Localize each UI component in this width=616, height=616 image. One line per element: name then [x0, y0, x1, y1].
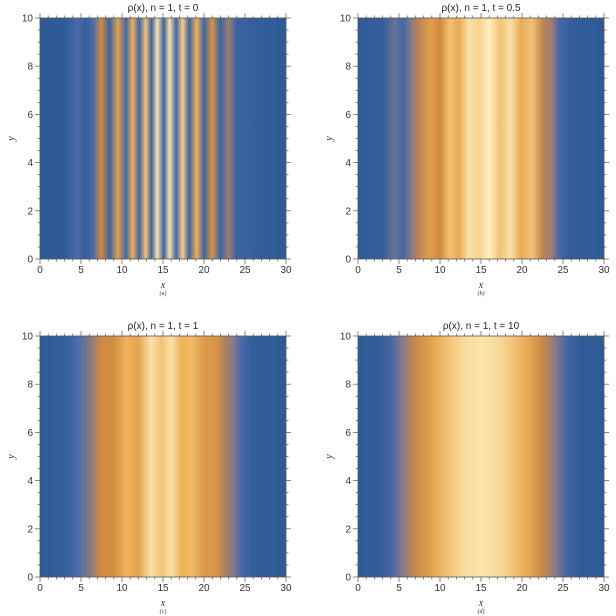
- x-tick-label: 0: [37, 265, 43, 276]
- x-tick-label: 10: [434, 265, 446, 276]
- x-tick-label: 20: [198, 583, 210, 594]
- x-tick-label: 20: [516, 265, 528, 276]
- x-tick-label: 30: [598, 583, 610, 594]
- y-tick-label: 10: [340, 14, 352, 25]
- x-tick-label: 10: [116, 583, 128, 594]
- y-tick-label: 2: [27, 524, 33, 535]
- y-tick-label: 6: [27, 428, 33, 439]
- x-tick-label: 15: [475, 583, 487, 594]
- y-tick-label: 2: [27, 206, 33, 217]
- y-tick-label: 0: [345, 573, 351, 584]
- x-axis-label: x: [160, 280, 166, 291]
- y-axis-label: y: [6, 136, 17, 142]
- y-tick-label: 0: [27, 573, 33, 584]
- x-tick-label: 30: [280, 583, 292, 594]
- x-tick-label: 30: [280, 265, 292, 276]
- x-axis-label: x: [478, 280, 484, 291]
- panel-c: 0 5 10 15 20 25 30 0 2 4 6 8 10 ρ(x), n = 1, t = 1 x(c…: [6, 321, 292, 615]
- x-tick-label: 25: [239, 265, 251, 276]
- x-tick-label: 20: [516, 583, 528, 594]
- x-tick-label: 10: [434, 583, 446, 594]
- y-tick-label: 8: [345, 62, 351, 73]
- x-tick-label: 15: [475, 265, 487, 276]
- y-tick-label: 8: [27, 62, 33, 73]
- y-tick-label: 2: [345, 206, 351, 217]
- x-tick-label: 5: [78, 583, 84, 594]
- y-tick-label: 4: [345, 476, 351, 487]
- x-tick-label: 20: [198, 265, 210, 276]
- y-tick-label: 6: [345, 428, 351, 439]
- x-tick-label: 25: [557, 583, 569, 594]
- y-tick-label: 8: [345, 380, 351, 391]
- x-tick-label: 25: [557, 265, 569, 276]
- chart-title: ρ(x), n = 1, t = 0: [128, 3, 199, 14]
- x-tick-label: 30: [598, 265, 610, 276]
- density-field: [358, 336, 604, 577]
- x-tick-label: 0: [355, 265, 361, 276]
- y-tick-label: 4: [345, 158, 351, 169]
- y-tick-label: 10: [22, 332, 34, 343]
- panel-label: (c): [160, 608, 167, 615]
- panel-d: 0 5 10 15 20 25 30 0 2 4 6 8 10 ρ(x), n = 1, t = 10 x(…: [324, 321, 610, 615]
- x-tick-label: 0: [37, 583, 43, 594]
- y-tick-label: 6: [27, 110, 33, 121]
- x-axis-label: x: [160, 598, 166, 609]
- panel-label: (b): [478, 290, 485, 297]
- y-tick-label: 0: [27, 255, 33, 266]
- y-axis-label: y: [6, 454, 17, 460]
- y-axis-label: y: [324, 136, 335, 142]
- y-tick-label: 10: [340, 332, 352, 343]
- x-tick-label: 10: [116, 265, 128, 276]
- x-tick-label: 15: [157, 583, 169, 594]
- chart-title: ρ(x), n = 1, t = 0.5: [441, 3, 520, 14]
- y-tick-label: 4: [27, 158, 33, 169]
- y-tick-label: 4: [27, 476, 33, 487]
- x-tick-label: 5: [78, 265, 84, 276]
- chart-title: ρ(x), n = 1, t = 1: [128, 321, 199, 332]
- y-tick-label: 6: [345, 110, 351, 121]
- panel-label: (d): [478, 608, 485, 615]
- x-tick-label: 5: [396, 583, 402, 594]
- y-tick-label: 8: [27, 380, 33, 391]
- x-axis-label: x: [478, 598, 484, 609]
- x-tick-label: 15: [157, 265, 169, 276]
- x-tick-label: 5: [396, 265, 402, 276]
- x-tick-label: 25: [239, 583, 251, 594]
- y-tick-label: 0: [345, 255, 351, 266]
- density-field: [358, 18, 604, 259]
- y-tick-label: 10: [22, 14, 34, 25]
- density-field: [40, 336, 286, 577]
- chart-title: ρ(x), n = 1, t = 10: [443, 321, 520, 332]
- x-tick-label: 0: [355, 583, 361, 594]
- y-tick-label: 2: [345, 524, 351, 535]
- panel-b: 0 5 10 15 20 25 30 0 2 4 6 8 10 ρ(x), n = 1, t = 0.5 x…: [324, 3, 610, 297]
- panel-label: (a): [160, 290, 167, 297]
- y-axis-label: y: [324, 454, 335, 460]
- panel-a: 0 5 10 15 20 25 30 0 2 4 6 8 10 ρ(x), n = 1, t = 0 x(a…: [6, 3, 292, 297]
- density-field: [40, 18, 286, 259]
